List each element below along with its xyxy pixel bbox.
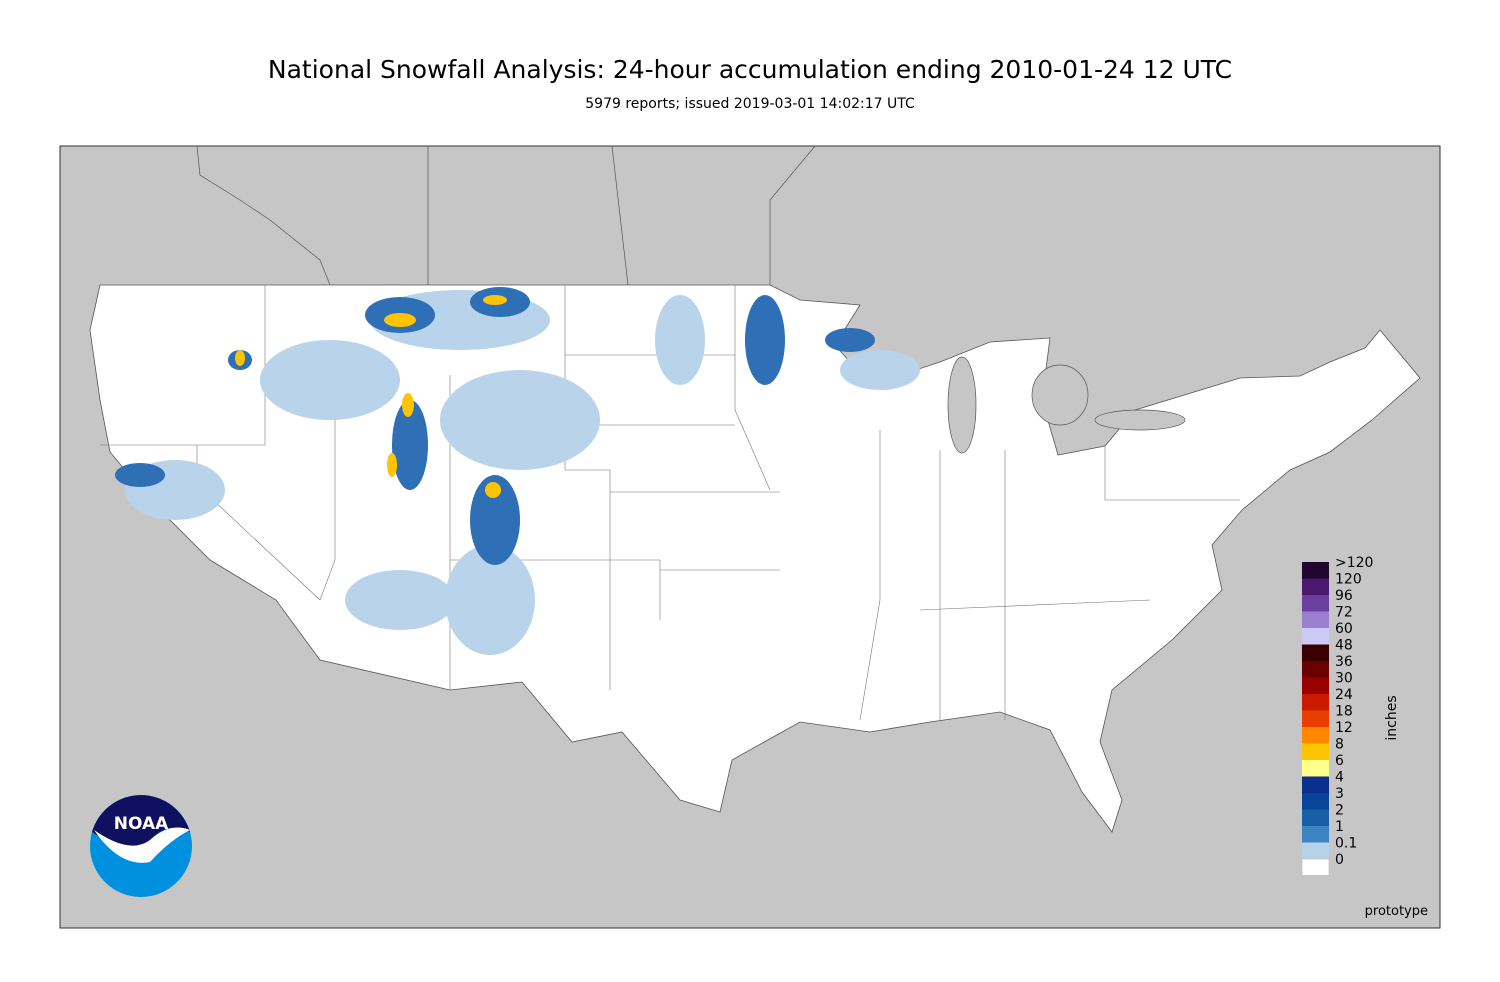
legend-swatch bbox=[1302, 809, 1329, 826]
lake-huron bbox=[1031, 364, 1089, 426]
page-subtitle: 5979 reports; issued 2019-03-01 14:02:17… bbox=[585, 96, 915, 112]
legend-swatch bbox=[1302, 760, 1329, 777]
footer-note: prototype bbox=[1365, 904, 1428, 919]
legend-swatch bbox=[1302, 578, 1329, 595]
legend-swatch bbox=[1302, 776, 1329, 793]
noaa-logo: NOAA bbox=[90, 795, 192, 897]
legend-swatch bbox=[1302, 661, 1329, 678]
logo-text: NOAA bbox=[114, 814, 169, 834]
legend-label: 30 bbox=[1335, 671, 1353, 687]
legend-swatch bbox=[1302, 727, 1329, 744]
legend-swatch bbox=[1302, 743, 1329, 760]
state-borders bbox=[100, 285, 1240, 721]
legend-label: 72 bbox=[1335, 605, 1353, 621]
legend-swatch bbox=[1302, 710, 1329, 727]
legend-swatch bbox=[1302, 677, 1329, 694]
page-title: National Snowfall Analysis: 24-hour accu… bbox=[268, 55, 1232, 84]
legend-label: 60 bbox=[1335, 621, 1353, 637]
lake-erie bbox=[1094, 409, 1186, 431]
snow-areas bbox=[125, 290, 920, 655]
legend-swatch bbox=[1302, 644, 1329, 661]
legend-title: inches bbox=[1384, 695, 1400, 740]
legend-label: 0 bbox=[1335, 852, 1344, 868]
legend-label: 96 bbox=[1335, 588, 1353, 604]
legend-label: 36 bbox=[1335, 654, 1353, 670]
legend-label: 24 bbox=[1335, 687, 1353, 703]
legend-label: 12 bbox=[1335, 720, 1353, 736]
snow-peak bbox=[235, 295, 507, 498]
legend-label: 3 bbox=[1335, 786, 1344, 802]
legend: inches >1201209672604836302418128643210.… bbox=[1301, 555, 1400, 876]
legend-label: 6 bbox=[1335, 753, 1344, 769]
legend-swatch bbox=[1302, 595, 1329, 612]
legend-label: 48 bbox=[1335, 638, 1353, 654]
border-line bbox=[611, 145, 629, 286]
legend-label: 18 bbox=[1335, 704, 1353, 720]
legend-swatch bbox=[1302, 826, 1329, 843]
border-line bbox=[769, 145, 816, 285]
legend-swatch bbox=[1302, 793, 1329, 810]
legend-label: 120 bbox=[1335, 572, 1362, 588]
map: NOAA prototype bbox=[59, 145, 1441, 929]
legend-swatch bbox=[1302, 694, 1329, 711]
legend-label: >120 bbox=[1335, 555, 1373, 571]
legend-swatch bbox=[1302, 611, 1329, 628]
legend-label: 8 bbox=[1335, 737, 1344, 753]
border-line bbox=[196, 145, 331, 286]
legend-swatch bbox=[1302, 562, 1329, 579]
lake-michigan bbox=[947, 356, 977, 454]
legend-swatch bbox=[1302, 628, 1329, 645]
legend-swatch bbox=[1301, 858, 1330, 876]
logo-top bbox=[92, 795, 190, 848]
logo-bird bbox=[94, 827, 190, 863]
legend-label: 1 bbox=[1335, 819, 1344, 835]
legend-label: 2 bbox=[1335, 803, 1344, 819]
legend-swatch bbox=[1302, 842, 1329, 859]
legend-label: 4 bbox=[1335, 770, 1344, 786]
legend-label: 0.1 bbox=[1335, 836, 1357, 852]
